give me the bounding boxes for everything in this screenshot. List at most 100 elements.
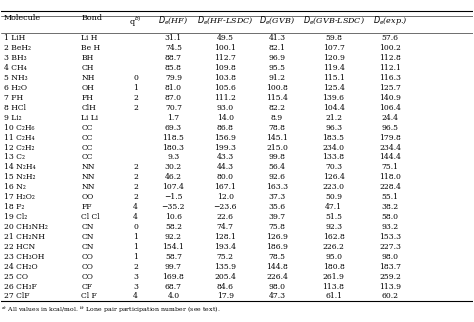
Text: 98.0: 98.0 xyxy=(382,253,399,261)
Text: Cl Cl: Cl Cl xyxy=(82,213,100,221)
Text: 92.3: 92.3 xyxy=(325,223,342,231)
Text: 37.3: 37.3 xyxy=(268,193,286,201)
Text: 4: 4 xyxy=(133,203,138,211)
Text: BH: BH xyxy=(82,54,94,62)
Text: −35.2: −35.2 xyxy=(162,203,185,211)
Text: CC: CC xyxy=(82,154,93,161)
Text: 88.7: 88.7 xyxy=(165,54,182,62)
Text: 92.6: 92.6 xyxy=(269,173,285,181)
Text: $D_e$(GVB-LSDC): $D_e$(GVB-LSDC) xyxy=(303,14,365,26)
Text: 169.8: 169.8 xyxy=(163,273,184,281)
Text: 115.4: 115.4 xyxy=(266,94,288,102)
Text: 120.9: 120.9 xyxy=(323,54,345,62)
Text: 2: 2 xyxy=(133,163,138,171)
Text: 17.9: 17.9 xyxy=(217,292,234,300)
Text: 228.4: 228.4 xyxy=(379,183,401,191)
Text: 113.8: 113.8 xyxy=(323,283,345,290)
Text: 4: 4 xyxy=(133,213,138,221)
Text: 56.4: 56.4 xyxy=(269,163,285,171)
Text: −1.5: −1.5 xyxy=(164,193,182,201)
Text: 24.4: 24.4 xyxy=(382,114,399,122)
Text: 4.0: 4.0 xyxy=(167,292,180,300)
Text: 8 HCl: 8 HCl xyxy=(4,104,26,112)
Text: 128.1: 128.1 xyxy=(214,233,236,241)
Text: 180.3: 180.3 xyxy=(163,144,184,152)
Text: 167.1: 167.1 xyxy=(214,183,236,191)
Text: −23.6: −23.6 xyxy=(213,203,237,211)
Text: 118.0: 118.0 xyxy=(379,173,401,181)
Text: 99.7: 99.7 xyxy=(165,263,182,271)
Text: 74.7: 74.7 xyxy=(217,223,234,231)
Text: 85.8: 85.8 xyxy=(165,64,182,72)
Text: 61.1: 61.1 xyxy=(325,292,342,300)
Text: 18 F₂: 18 F₂ xyxy=(4,203,24,211)
Text: 95.0: 95.0 xyxy=(325,253,342,261)
Text: 144.4: 144.4 xyxy=(379,154,401,161)
Text: 4: 4 xyxy=(133,292,138,300)
Text: NN: NN xyxy=(82,183,95,191)
Text: 59.8: 59.8 xyxy=(325,34,342,42)
Text: Molecule: Molecule xyxy=(4,14,41,22)
Text: $D_e$(HF): $D_e$(HF) xyxy=(158,14,189,26)
Text: $D_e$(HF-LSDC): $D_e$(HF-LSDC) xyxy=(197,14,254,26)
Text: 113.9: 113.9 xyxy=(379,283,401,290)
Text: 24 CH₂O: 24 CH₂O xyxy=(4,263,37,271)
Text: CF: CF xyxy=(82,283,92,290)
Text: 215.0: 215.0 xyxy=(266,144,288,152)
Text: 0: 0 xyxy=(133,74,138,82)
Text: 15 N₂H₂: 15 N₂H₂ xyxy=(4,173,35,181)
Text: OH: OH xyxy=(82,84,94,92)
Text: 96.3: 96.3 xyxy=(325,124,342,132)
Text: 2: 2 xyxy=(133,104,138,112)
Text: 1: 1 xyxy=(133,253,138,261)
Text: 58.0: 58.0 xyxy=(382,213,399,221)
Text: 106.4: 106.4 xyxy=(379,104,401,112)
Text: 96.9: 96.9 xyxy=(269,54,285,62)
Text: 46.2: 46.2 xyxy=(165,173,182,181)
Text: 10 C₂H₆: 10 C₂H₆ xyxy=(4,124,34,132)
Text: 125.4: 125.4 xyxy=(323,84,345,92)
Text: 12.0: 12.0 xyxy=(217,193,234,201)
Text: 75.2: 75.2 xyxy=(217,253,234,261)
Text: 41.3: 41.3 xyxy=(268,34,286,42)
Text: 17 H₂O₂: 17 H₂O₂ xyxy=(4,193,35,201)
Text: Cl F: Cl F xyxy=(82,292,97,300)
Text: 109.8: 109.8 xyxy=(214,64,236,72)
Text: 183.7: 183.7 xyxy=(379,263,401,271)
Text: 30.2: 30.2 xyxy=(165,163,182,171)
Text: 22.6: 22.6 xyxy=(217,213,234,221)
Text: 199.3: 199.3 xyxy=(214,144,236,152)
Text: 26 CH₃F: 26 CH₃F xyxy=(4,283,36,290)
Text: 78.8: 78.8 xyxy=(269,124,285,132)
Text: 125.7: 125.7 xyxy=(379,84,401,92)
Text: 103.8: 103.8 xyxy=(214,74,236,82)
Text: 226.4: 226.4 xyxy=(266,273,288,281)
Text: 112.1: 112.1 xyxy=(379,64,401,72)
Text: 25 CO: 25 CO xyxy=(4,273,28,281)
Text: 162.8: 162.8 xyxy=(323,233,345,241)
Text: 82.2: 82.2 xyxy=(269,104,285,112)
Text: 227.3: 227.3 xyxy=(379,243,401,251)
Text: 75.8: 75.8 xyxy=(269,223,285,231)
Text: CN: CN xyxy=(82,223,94,231)
Text: 1: 1 xyxy=(133,243,138,251)
Text: 2: 2 xyxy=(133,183,138,191)
Text: $D_e$(exp.): $D_e$(exp.) xyxy=(373,14,408,27)
Text: 107.4: 107.4 xyxy=(163,183,184,191)
Text: 10.6: 10.6 xyxy=(165,213,182,221)
Text: 119.4: 119.4 xyxy=(323,64,345,72)
Text: 259.2: 259.2 xyxy=(379,273,401,281)
Text: 95.5: 95.5 xyxy=(269,64,285,72)
Text: 16 N₂: 16 N₂ xyxy=(4,183,26,191)
Text: 13 C₂: 13 C₂ xyxy=(4,154,25,161)
Text: 31.1: 31.1 xyxy=(165,34,182,42)
Text: NN: NN xyxy=(82,163,95,171)
Text: 5 NH₃: 5 NH₃ xyxy=(4,74,27,82)
Text: 27 ClF: 27 ClF xyxy=(4,292,29,300)
Text: 111.2: 111.2 xyxy=(214,94,236,102)
Text: CC: CC xyxy=(82,124,93,132)
Text: 60.2: 60.2 xyxy=(382,292,399,300)
Text: 105.6: 105.6 xyxy=(214,84,236,92)
Text: 87.0: 87.0 xyxy=(165,94,182,102)
Text: 58.2: 58.2 xyxy=(165,223,182,231)
